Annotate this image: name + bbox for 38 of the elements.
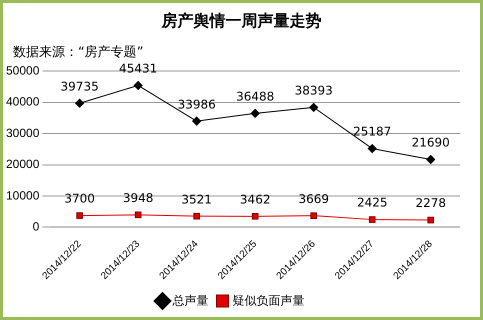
chart-subtitle: 数据来源：“房产专题” — [13, 44, 144, 61]
chart-title: 房产舆情一周声量走势 — [160, 11, 322, 32]
data-label: 25187 — [353, 124, 392, 139]
data-label: 45431 — [119, 62, 158, 76]
data-label: 21690 — [412, 136, 450, 150]
point — [310, 212, 318, 220]
point — [427, 216, 434, 224]
legend-label: 总声量 — [172, 293, 208, 308]
point — [426, 154, 436, 164]
point — [252, 213, 259, 220]
data-label: 3700 — [64, 192, 95, 206]
data-label: 3948 — [122, 190, 154, 205]
data-label: 3669 — [298, 192, 329, 206]
y-tick-label: 10000 — [6, 188, 40, 202]
point — [368, 216, 376, 223]
data-label: 2425 — [356, 196, 388, 210]
y-tick-label: 20000 — [6, 157, 40, 172]
data-label: 3462 — [240, 192, 270, 206]
point — [368, 144, 377, 154]
point — [250, 108, 260, 118]
data-label: 3521 — [181, 192, 212, 206]
y-tick-label: 50000 — [6, 64, 40, 78]
point — [192, 116, 202, 126]
legend-label: 疑似负面声量 — [232, 293, 304, 308]
point — [193, 212, 200, 220]
data-label: 39735 — [60, 79, 99, 94]
point — [134, 80, 143, 90]
data-label: 38393 — [294, 84, 333, 98]
y-tick-label: 30000 — [6, 126, 40, 140]
point — [134, 211, 142, 218]
y-tick-label: 0 — [32, 219, 40, 234]
point — [76, 212, 83, 219]
data-label: 2278 — [415, 196, 446, 210]
data-label: 36488 — [236, 89, 274, 104]
data-label: 33986 — [178, 97, 216, 112]
y-tick-label: 40000 — [6, 94, 40, 109]
point — [75, 98, 84, 108]
point — [309, 102, 318, 112]
